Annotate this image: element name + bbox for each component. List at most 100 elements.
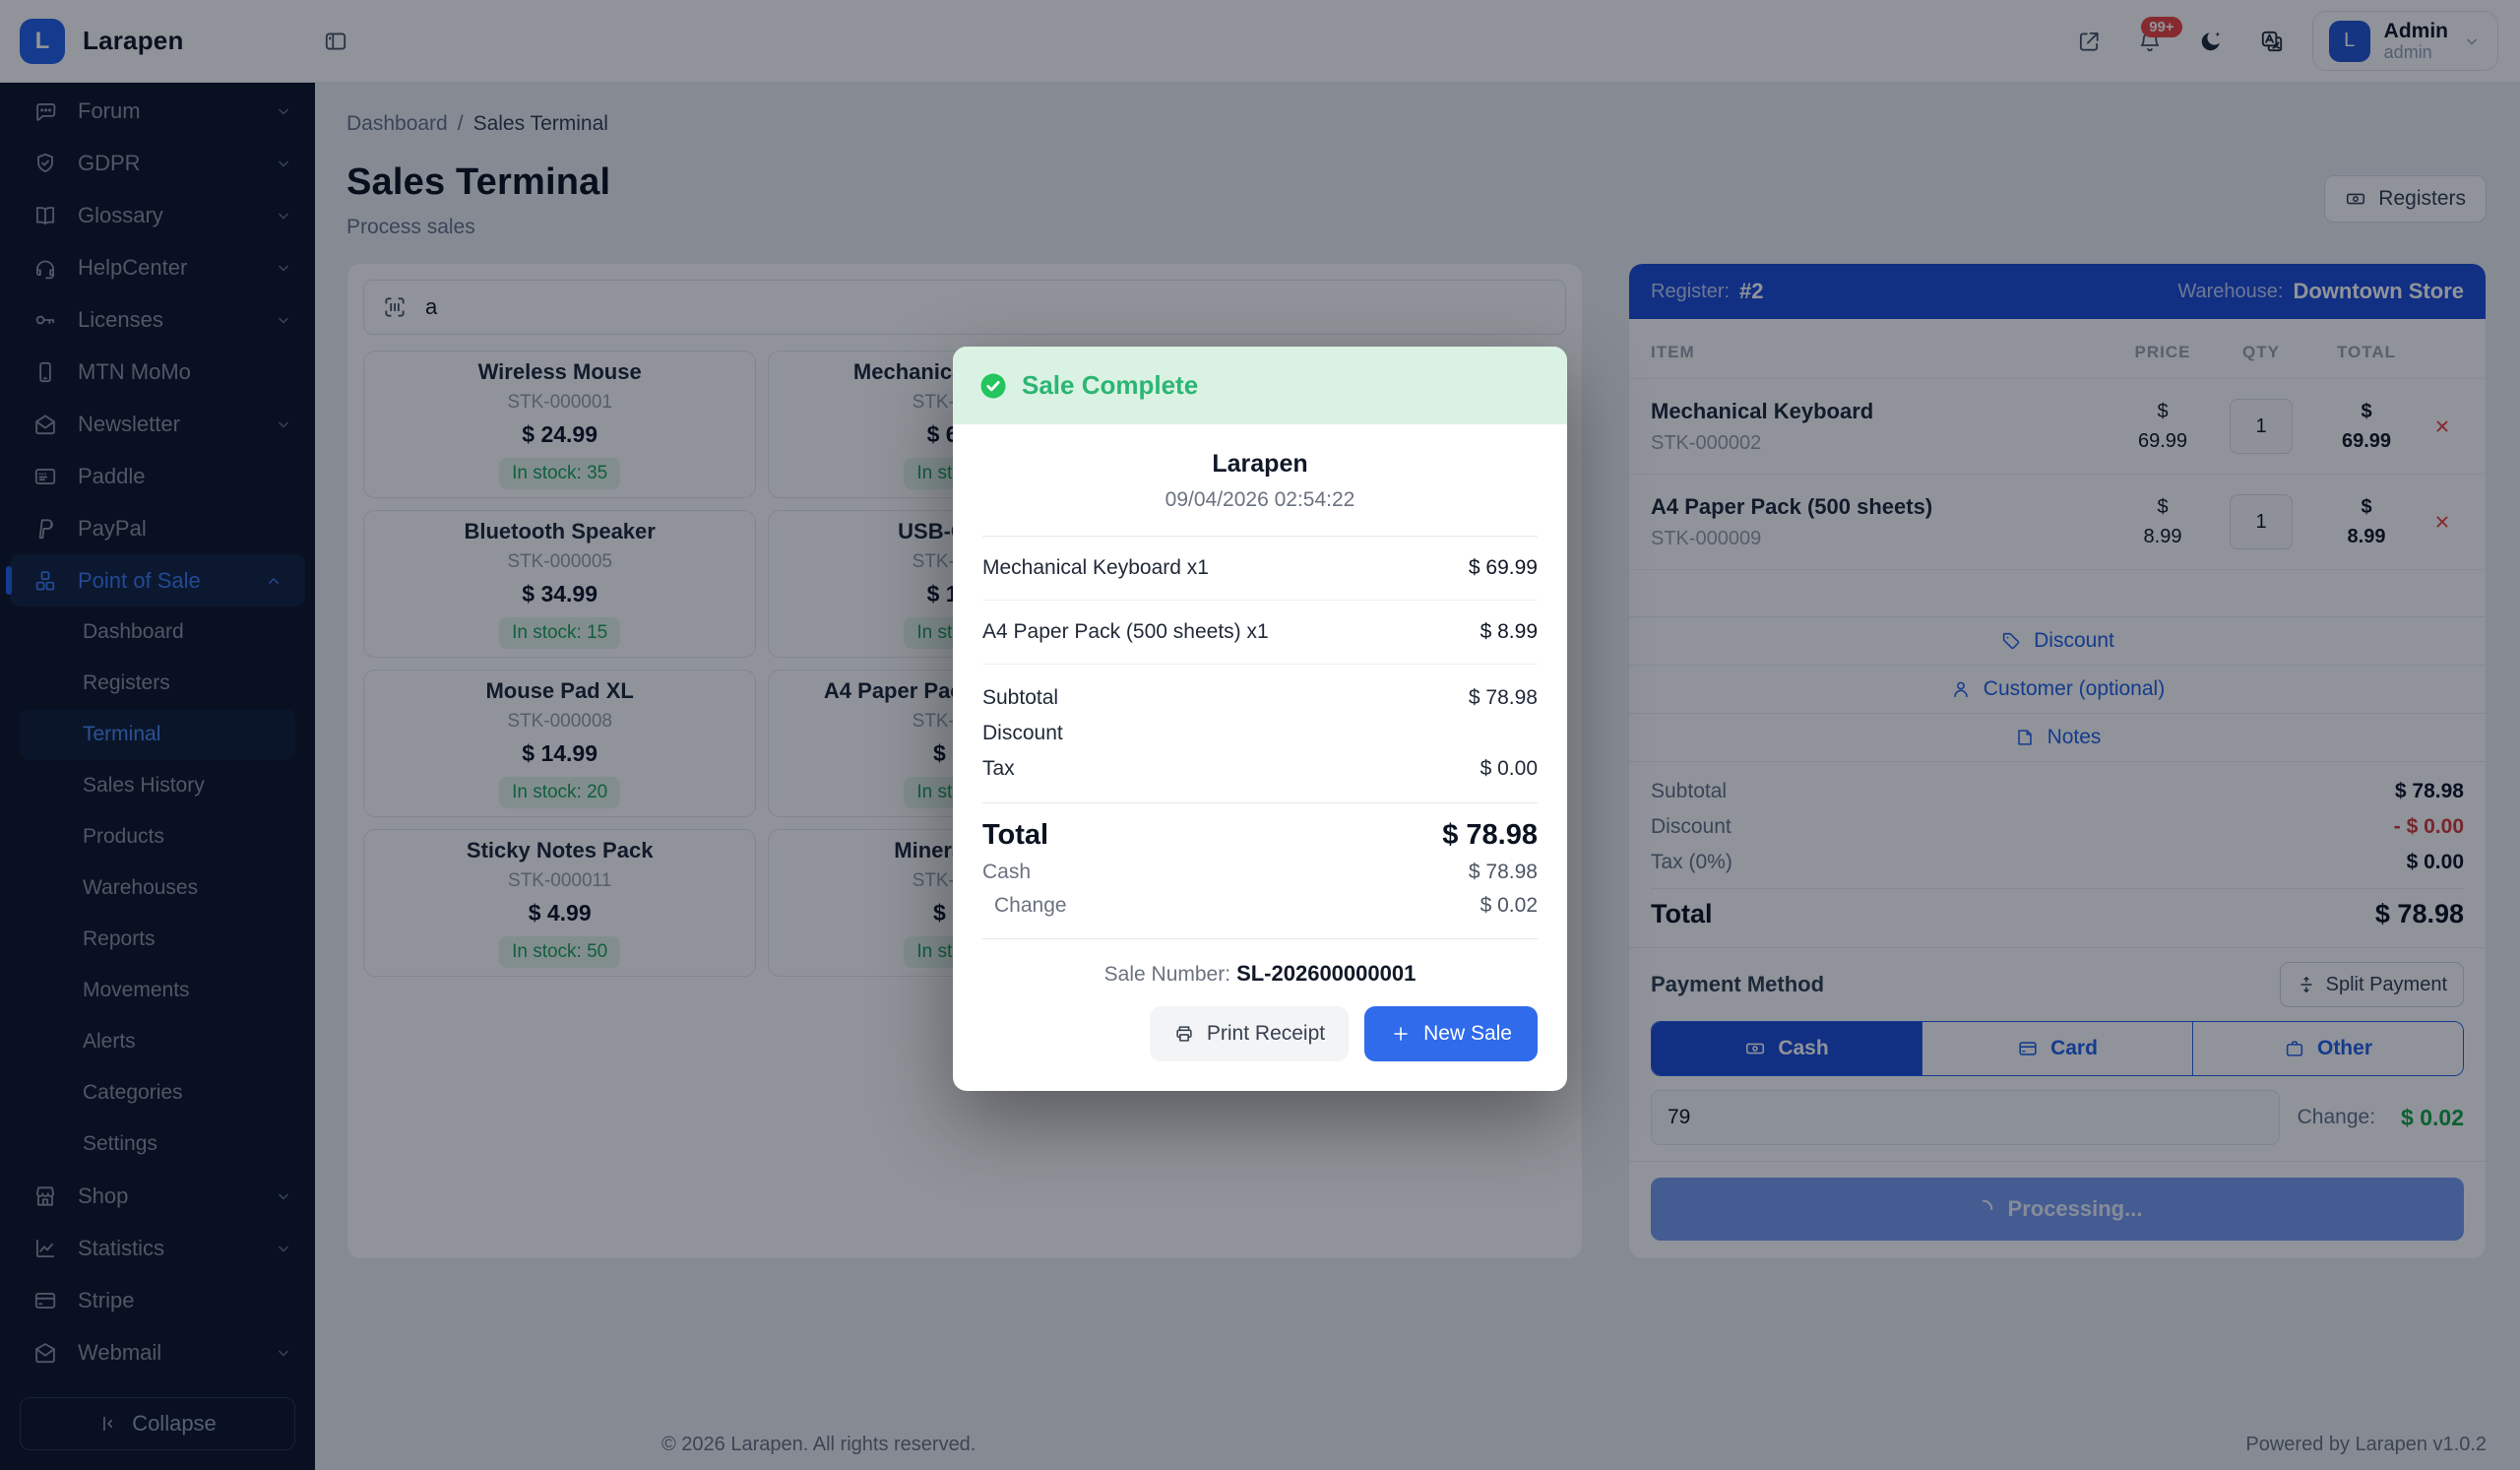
product-card[interactable]: Wireless Mouse STK-000001 $ 24.99 In sto… xyxy=(363,351,757,498)
receipt-change-label: Change xyxy=(994,894,1067,917)
receipt-discount-label: Discount xyxy=(982,722,1063,744)
sidebar-item-label: Paddle xyxy=(78,463,146,488)
sidebar-item-glossary[interactable]: Glossary xyxy=(0,189,315,241)
sidebar-subitem-settings[interactable]: Settings xyxy=(0,1118,315,1170)
sidebar-item-gdpr[interactable]: GDPR xyxy=(0,137,315,189)
new-sale-button[interactable]: New Sale xyxy=(1364,1006,1538,1061)
sidebar-item-label: Glossary xyxy=(78,202,163,227)
sidebar-subitem-sales-history[interactable]: Sales History xyxy=(0,760,315,811)
breadcrumb-link-dashboard[interactable]: Dashboard xyxy=(346,112,448,135)
sidebar-subitem-products[interactable]: Products xyxy=(0,811,315,863)
sidebar-item-licenses[interactable]: Licenses xyxy=(0,293,315,346)
book-icon xyxy=(35,206,55,224)
sidebar-item-label: GDPR xyxy=(78,150,141,175)
user-name: Admin xyxy=(2383,19,2448,42)
sidebar-item-statistics[interactable]: Statistics xyxy=(0,1222,315,1274)
sidebar-item-shop[interactable]: Shop xyxy=(0,1170,315,1222)
quantity-input[interactable] xyxy=(2230,494,2293,549)
sidebar-item-paypal[interactable]: PayPal xyxy=(0,502,315,554)
breadcrumb-current: Sales Terminal xyxy=(472,112,608,135)
sidebar-subitem-terminal[interactable]: Terminal xyxy=(20,709,295,760)
print-receipt-label: Print Receipt xyxy=(1206,1022,1326,1045)
sidebar-item-point-of-sale[interactable]: Point of Sale xyxy=(6,554,305,607)
sidebar-subitem-dashboard[interactable]: Dashboard xyxy=(0,607,315,658)
user-role: admin xyxy=(2383,41,2432,62)
product-card[interactable]: Mouse Pad XL STK-000008 $ 14.99 In stock… xyxy=(363,670,757,817)
page-header: Sales Terminal Process sales Registers xyxy=(346,161,2487,239)
modal-title: Sale Complete xyxy=(1022,370,1199,400)
change-label: Change: xyxy=(2297,1106,2376,1128)
register-label: Register: xyxy=(1651,280,1731,302)
tab-other[interactable]: Other xyxy=(2192,1022,2463,1075)
product-card[interactable]: Sticky Notes Pack STK-000011 $ 4.99 In s… xyxy=(363,829,757,977)
envelope-icon xyxy=(35,1342,55,1363)
user-menu[interactable]: L Admin admin xyxy=(2311,10,2498,72)
product-sku: STK-000008 xyxy=(507,711,612,732)
receipt-item-name: A4 Paper Pack (500 sheets) x1 xyxy=(982,620,1269,643)
sidebar-subitem-categories[interactable]: Categories xyxy=(0,1067,315,1118)
notes-link-label: Notes xyxy=(2047,726,2102,748)
sidebar-subitem-label: Categories xyxy=(83,1081,183,1104)
sidebar-subitem-alerts[interactable]: Alerts xyxy=(0,1016,315,1067)
sidebar-subitem-reports[interactable]: Reports xyxy=(0,914,315,965)
amount-tendered-input[interactable] xyxy=(1651,1090,2280,1145)
dark-mode-button[interactable] xyxy=(2190,21,2232,62)
search-input[interactable] xyxy=(423,293,1547,321)
print-receipt-button[interactable]: Print Receipt xyxy=(1149,1006,1350,1061)
discount-link[interactable]: Discount xyxy=(1629,616,2486,665)
product-card[interactable]: Bluetooth Speaker STK-000005 $ 34.99 In … xyxy=(363,510,757,658)
product-price: $ 14.99 xyxy=(522,740,598,766)
store-icon xyxy=(35,1185,55,1206)
split-payment-button[interactable]: Split Payment xyxy=(2279,962,2464,1007)
collapse-sidebar-button[interactable]: Collapse xyxy=(20,1397,295,1450)
spinner-icon xyxy=(1982,1199,1992,1211)
sidebar-subitem-registers[interactable]: Registers xyxy=(0,658,315,709)
payment-method-tabs: Cash Card Other xyxy=(1651,1021,2464,1076)
sidebar-subitem-movements[interactable]: Movements xyxy=(0,965,315,1016)
discount-value: - $ 0.00 xyxy=(2393,815,2464,838)
remove-item-button[interactable] xyxy=(2421,415,2464,438)
sidebar-item-stripe[interactable]: Stripe xyxy=(0,1274,315,1326)
sidebar-item-label: Stripe xyxy=(78,1287,135,1312)
sidebar-item-paddle[interactable]: Paddle xyxy=(0,450,315,502)
sidebar-subitem-label: Settings xyxy=(83,1132,158,1155)
sidebar-subitem-label: Alerts xyxy=(83,1030,136,1053)
external-link-icon xyxy=(2079,32,2099,51)
page-title: Sales Terminal xyxy=(346,161,611,203)
receipt-tax-label: Tax xyxy=(982,757,1015,780)
column-total: TOTAL xyxy=(2336,343,2397,361)
sidebar-item-forum[interactable]: Forum xyxy=(0,85,315,137)
quantity-input[interactable] xyxy=(2230,399,2293,454)
customer-link[interactable]: Customer (optional) xyxy=(1629,665,2486,713)
user-info: Admin admin xyxy=(2384,20,2448,63)
page-subtitle: Process sales xyxy=(346,216,475,238)
headset-icon xyxy=(35,260,55,279)
tab-cash[interactable]: Cash xyxy=(1652,1022,1922,1075)
tag-icon xyxy=(2003,632,2020,650)
external-link-button[interactable] xyxy=(2068,21,2110,62)
notes-link[interactable]: Notes xyxy=(1629,713,2486,761)
notifications-button[interactable]: 99+ xyxy=(2129,16,2182,62)
topbar-actions: 99+ L Admin admin xyxy=(2068,10,2520,72)
tab-card[interactable]: Card xyxy=(1922,1022,2192,1075)
column-item: ITEM xyxy=(1651,343,1695,361)
product-price: $ 34.99 xyxy=(522,581,598,607)
customer-link-label: Customer (optional) xyxy=(1983,677,2166,700)
sidebar-subitem-warehouses[interactable]: Warehouses xyxy=(0,863,315,914)
chevron-down-icon xyxy=(279,160,288,166)
payment-section: Payment Method Split Payment Cash xyxy=(1629,947,2486,1258)
sidebar-item-webmail[interactable]: Webmail xyxy=(0,1326,315,1378)
sidebar-item-helpcenter[interactable]: HelpCenter xyxy=(0,241,315,293)
product-price: $ 4.99 xyxy=(528,900,592,926)
boxes-icon xyxy=(35,570,55,590)
new-sale-label: New Sale xyxy=(1423,1022,1512,1045)
language-button[interactable] xyxy=(2251,21,2293,62)
remove-item-button[interactable] xyxy=(2421,510,2464,534)
complete-sale-button[interactable]: Processing... xyxy=(1651,1178,2464,1241)
cart-item-name: A4 Paper Pack (500 sheets) xyxy=(1651,493,1933,519)
breadcrumb-separator: / xyxy=(457,112,464,135)
sidebar-toggle-button[interactable] xyxy=(315,21,356,62)
sidebar-item-newsletter[interactable]: Newsletter xyxy=(0,398,315,450)
registers-button[interactable]: Registers xyxy=(2324,175,2487,223)
sidebar-item-mtn-momo[interactable]: MTN MoMo xyxy=(0,346,315,398)
